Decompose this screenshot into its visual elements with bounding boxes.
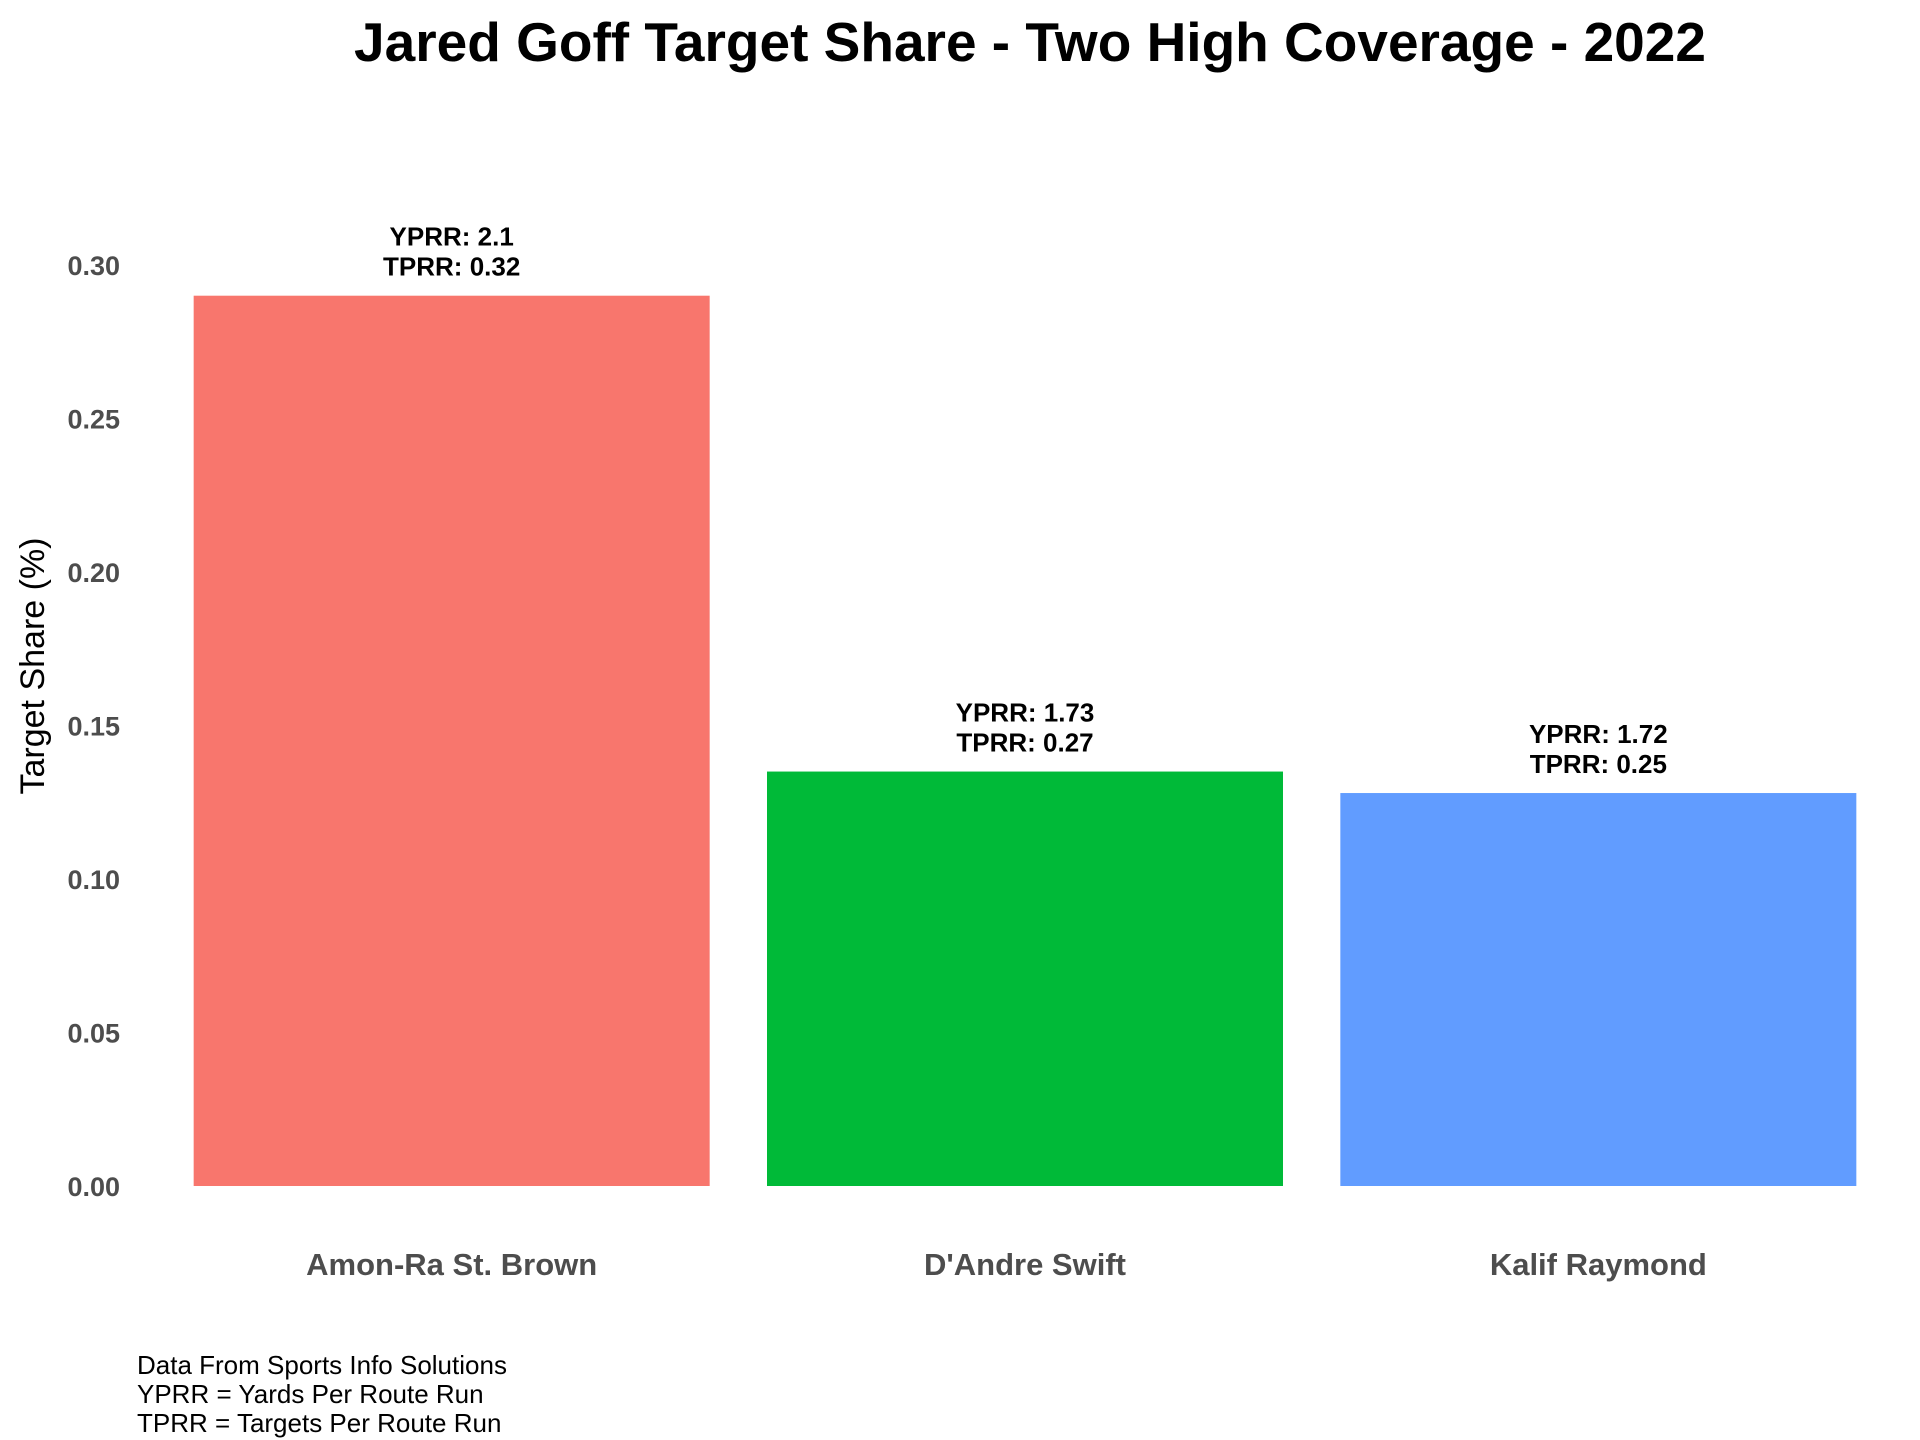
y-tick-label: 0.10 xyxy=(67,865,120,895)
bar-data-label: YPRR: 2.1 xyxy=(390,222,514,252)
y-tick-label: 0.00 xyxy=(67,1172,120,1202)
bar-data-label: TPRR: 0.25 xyxy=(1530,749,1667,779)
bar-0 xyxy=(193,295,710,1186)
y-tick-label: 0.15 xyxy=(67,712,120,742)
x-tick-label: D'Andre Swift xyxy=(924,1247,1126,1282)
y-tick-label: 0.20 xyxy=(67,558,120,588)
bar-data-label: TPRR: 0.32 xyxy=(383,252,520,282)
bars-group xyxy=(193,295,1857,1186)
bar-data-label: YPRR: 1.73 xyxy=(956,698,1095,728)
y-tick-label: 0.30 xyxy=(67,251,120,281)
y-axis-title: Target Share (%) xyxy=(14,538,52,795)
chart-title: Jared Goff Target Share - Two High Cover… xyxy=(354,11,1706,73)
footnote-source: Data From Sports Info Solutions xyxy=(137,1350,507,1380)
x-axis-ticks: Amon-Ra St. Brown D'Andre Swift Kalif Raym… xyxy=(306,1247,1707,1282)
x-tick-label: Kalif Raymond xyxy=(1490,1247,1707,1282)
bar-1 xyxy=(767,771,1283,1186)
bar-data-label: TPRR: 0.27 xyxy=(956,728,1093,758)
bar-data-label: YPRR: 1.72 xyxy=(1529,719,1668,749)
y-tick-label: 0.25 xyxy=(67,405,120,435)
x-tick-label: Amon-Ra St. Brown xyxy=(306,1247,597,1282)
y-axis-ticks: 0.00 0.05 0.10 0.15 0.20 0.25 0.30 xyxy=(67,251,120,1202)
footnote-tprr-definition: TPRR = Targets Per Route Run xyxy=(137,1408,502,1438)
y-tick-label: 0.05 xyxy=(67,1019,120,1049)
bar-2 xyxy=(1340,793,1857,1186)
footnote-yprr-definition: YPRR = Yards Per Route Run xyxy=(137,1379,484,1409)
